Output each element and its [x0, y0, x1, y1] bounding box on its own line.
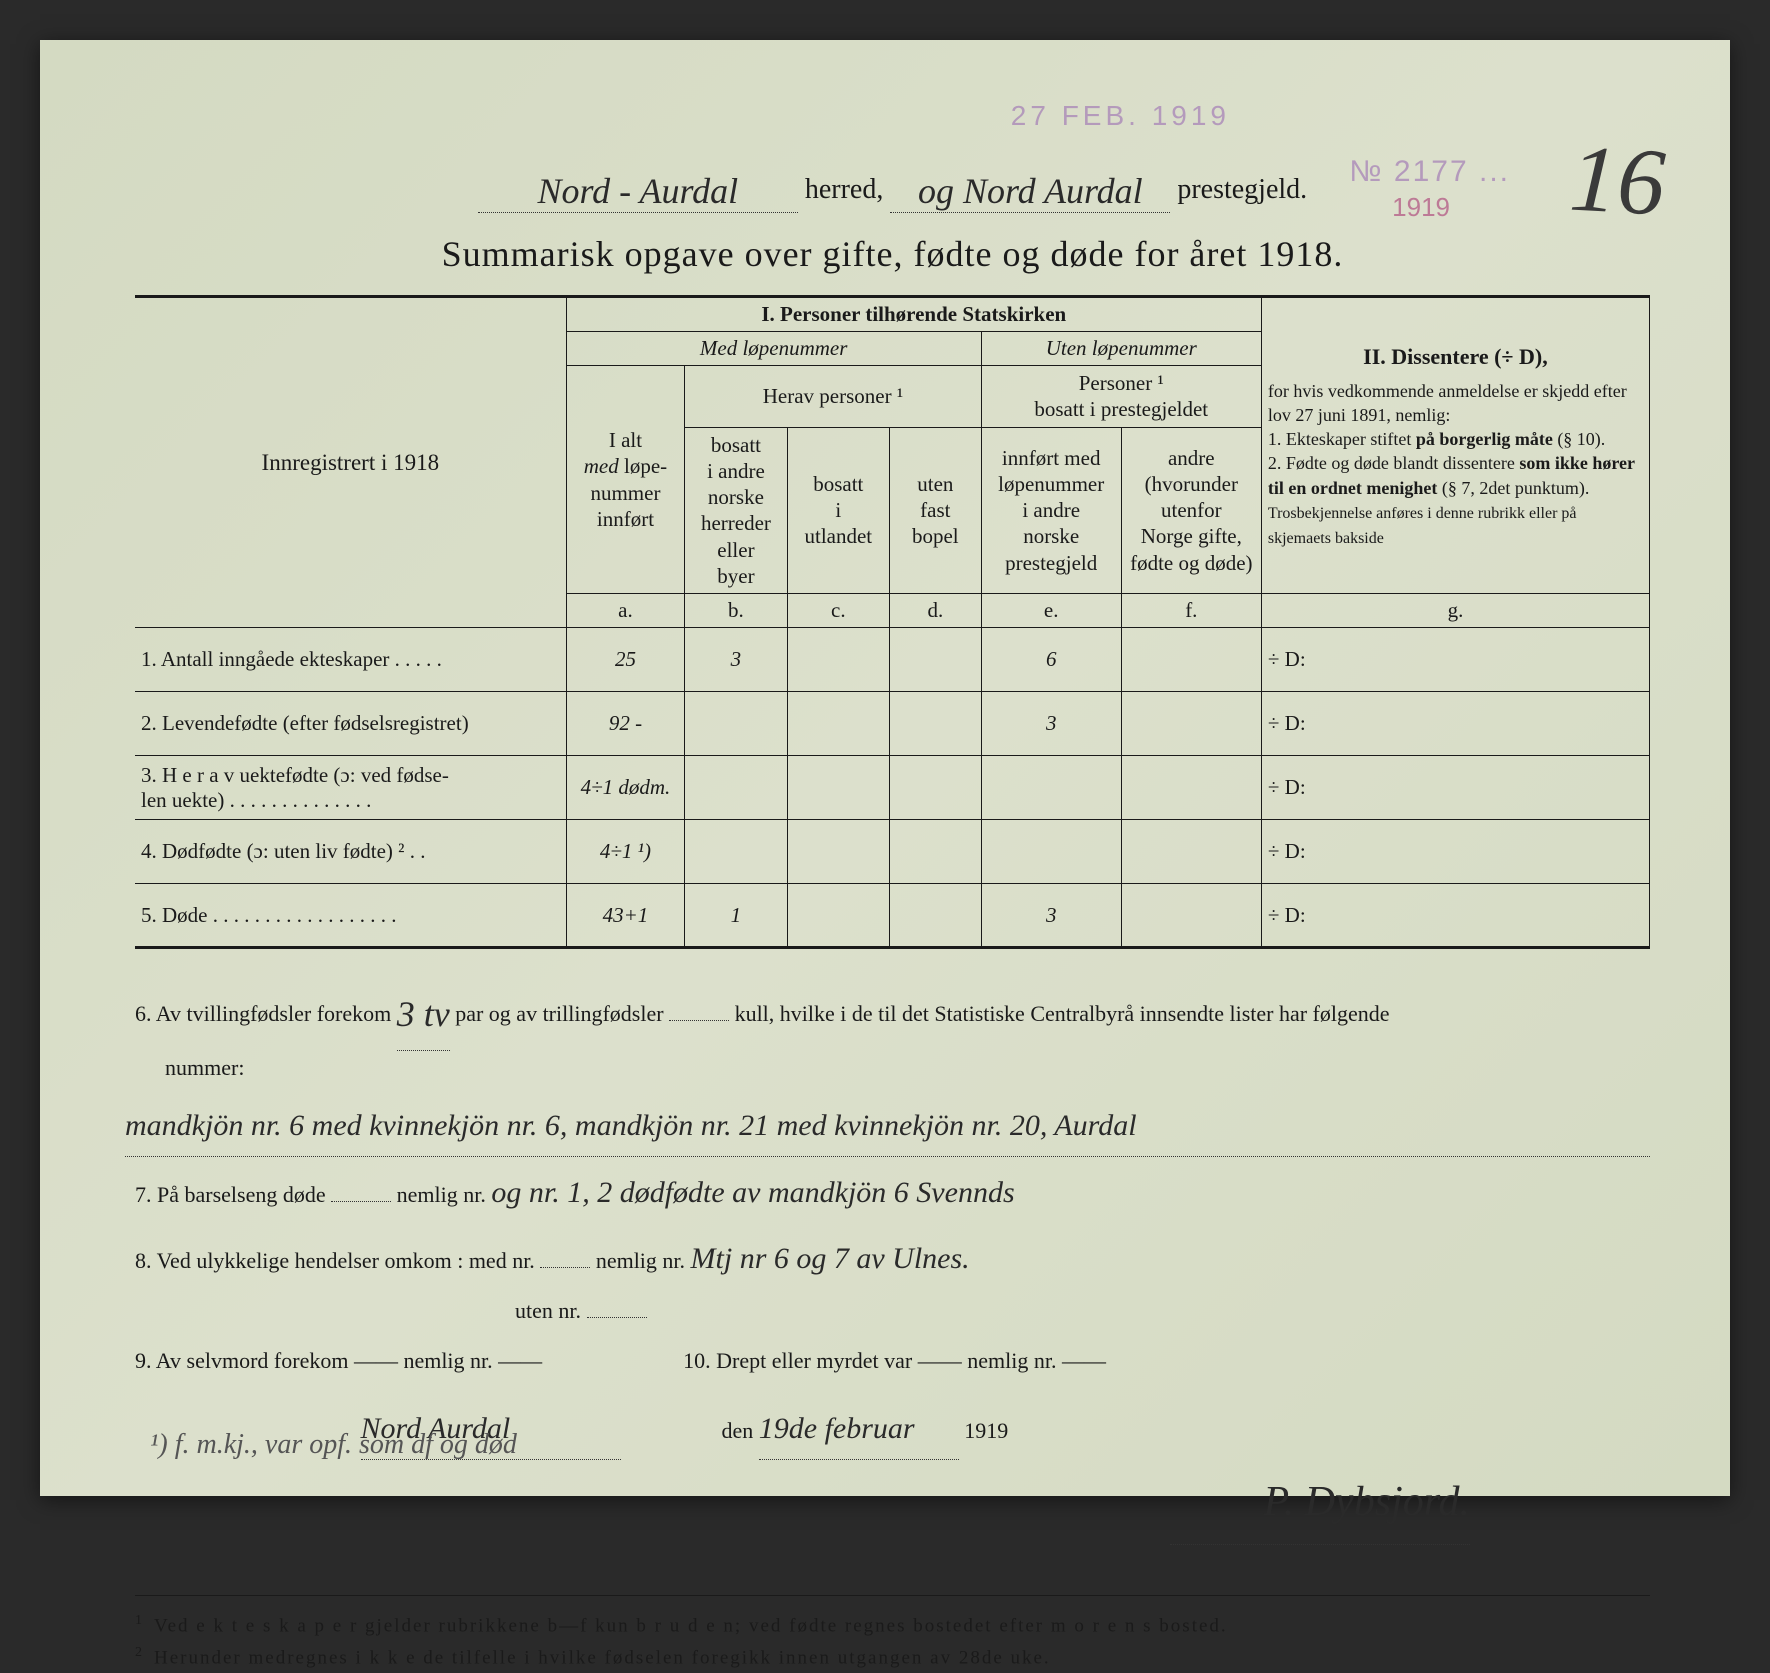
cell-a: 92 -: [566, 692, 685, 756]
letter-g: g.: [1261, 594, 1649, 628]
section1-title: I. Personer tilhørende Statskirken: [566, 297, 1261, 332]
col-d-head: utenfastbopel: [890, 427, 982, 594]
med-lopenummer: Med løpenummer: [566, 332, 981, 366]
table-row: 4. Dødfødte (ɔ: uten liv fødte) ² . . 4÷…: [135, 820, 1650, 884]
col-f-head: andre(hvorunderutenforNorge gifte,fødte …: [1121, 427, 1261, 594]
cell-b: [685, 756, 787, 820]
cell-e: [981, 756, 1121, 820]
cell-d: [890, 820, 982, 884]
q6: 6. Av tvillingfødsler forekom 3 tv par o…: [135, 973, 1650, 1090]
row-label: 2. Levendefødte (efter fødselsregistret): [135, 692, 566, 756]
cell-a: 4÷1 dødm.: [566, 756, 685, 820]
cell-b: 3: [685, 628, 787, 692]
cell-g: ÷ D:: [1261, 820, 1649, 884]
col-c-head: bosattiutlandet: [787, 427, 889, 594]
row-label: 1. Antall inngåede ekteskaper . . . . .: [135, 628, 566, 692]
letter-d: d.: [890, 594, 982, 628]
row-label: 5. Døde . . . . . . . . . . . . . . . . …: [135, 884, 566, 948]
uten-lopenummer: Uten løpenummer: [981, 332, 1261, 366]
q9-q10: 9. Av selvmord forekom —— nemlig nr. —— …: [135, 1339, 1650, 1383]
table-row: 1. Antall inngåede ekteskaper . . . . . …: [135, 628, 1650, 692]
personer-bosatt: Personer ¹bosatt i prestegjeldet: [981, 366, 1261, 428]
cell-c: [787, 692, 889, 756]
cell-d: [890, 628, 982, 692]
cell-f: [1121, 692, 1261, 756]
table-row: 2. Levendefødte (efter fødselsregistret)…: [135, 692, 1650, 756]
herav-personer: Herav personer ¹: [685, 366, 981, 428]
cell-f: [1121, 884, 1261, 948]
cell-c: [787, 820, 889, 884]
herred-label: herred,: [805, 174, 884, 205]
row-label: 3. H e r a v uektefødte (ɔ: ved fødse- l…: [135, 756, 566, 820]
registered-label: Innregistrert i 1918: [135, 297, 566, 628]
cell-b: 1: [685, 884, 787, 948]
document-page: 27 FEB. 1919 № 2177 ... 1919 16 Nord - A…: [40, 40, 1730, 1496]
cell-d: [890, 756, 982, 820]
q8: 8. Ved ulykkelige hendelser omkom : med …: [135, 1229, 1650, 1333]
footnote-1: 1Ved e k t e s k a p e r gjelder rubrikk…: [135, 1610, 1650, 1642]
cell-e: 6: [981, 628, 1121, 692]
date-stamp: 27 FEB. 1919: [1011, 100, 1230, 132]
col-a-head: I altmed løpe-nummerinnført: [566, 366, 685, 594]
prestegjeld-label: prestegjeld.: [1177, 174, 1307, 205]
letter-a: a.: [566, 594, 685, 628]
margin-note: ¹) f. m.kj., var opf. som df og død: [150, 1429, 517, 1461]
section2: II. Dissentere (÷ D), for hvis vedkommen…: [1261, 297, 1649, 594]
cell-b: [685, 820, 787, 884]
cell-d: [890, 884, 982, 948]
header-line: Nord - Aurdal herred, og Nord Aurdal pre…: [135, 165, 1650, 215]
table-row: 3. H e r a v uektefødte (ɔ: ved fødse- l…: [135, 756, 1650, 820]
signature-name: P. Dybsjord.: [135, 1460, 1650, 1545]
q6-handwritten: mandkjön nr. 6 med kvinnekjön nr. 6, man…: [125, 1096, 1650, 1157]
letter-e: e.: [981, 594, 1121, 628]
cell-b: [685, 692, 787, 756]
cell-e: [981, 820, 1121, 884]
cell-d: [890, 692, 982, 756]
cell-g: ÷ D:: [1261, 756, 1649, 820]
cell-a: 4÷1 ¹): [566, 820, 685, 884]
row-label: 4. Dødfødte (ɔ: uten liv fødte) ² . .: [135, 820, 566, 884]
cell-c: [787, 884, 889, 948]
cell-e: 3: [981, 692, 1121, 756]
main-table: Innregistrert i 1918 I. Personer tilhøre…: [135, 295, 1650, 949]
cell-c: [787, 628, 889, 692]
prestegjeld-handwritten: og Nord Aurdal: [890, 170, 1170, 213]
cell-a: 43+1: [566, 884, 685, 948]
letter-c: c.: [787, 594, 889, 628]
cell-a: 25: [566, 628, 685, 692]
letter-f: f.: [1121, 594, 1261, 628]
footnotes: 1Ved e k t e s k a p e r gjelder rubrikk…: [135, 1595, 1650, 1673]
footnote-2: 2Herunder medregnes i k k e de tilfelle …: [135, 1642, 1650, 1673]
cell-g: ÷ D:: [1261, 692, 1649, 756]
cell-g: ÷ D:: [1261, 884, 1649, 948]
form-title: Summarisk opgave over gifte, fødte og dø…: [135, 233, 1650, 275]
cell-f: [1121, 820, 1261, 884]
cell-g: ÷ D:: [1261, 628, 1649, 692]
cell-e: 3: [981, 884, 1121, 948]
section2-title: II. Dissentere (÷ D),: [1268, 342, 1643, 373]
col-b-head: bosatti andrenorskeherrederellerbyer: [685, 427, 787, 594]
cell-c: [787, 756, 889, 820]
letter-b: b.: [685, 594, 787, 628]
cell-f: [1121, 756, 1261, 820]
table-row: 5. Døde . . . . . . . . . . . . . . . . …: [135, 884, 1650, 948]
col-e-head: innført medløpenummeri andrenorskepreste…: [981, 427, 1121, 594]
cell-f: [1121, 628, 1261, 692]
q7: 7. På barselseng døde nemlig nr. og nr. …: [135, 1163, 1650, 1223]
herred-handwritten: Nord - Aurdal: [478, 170, 798, 213]
